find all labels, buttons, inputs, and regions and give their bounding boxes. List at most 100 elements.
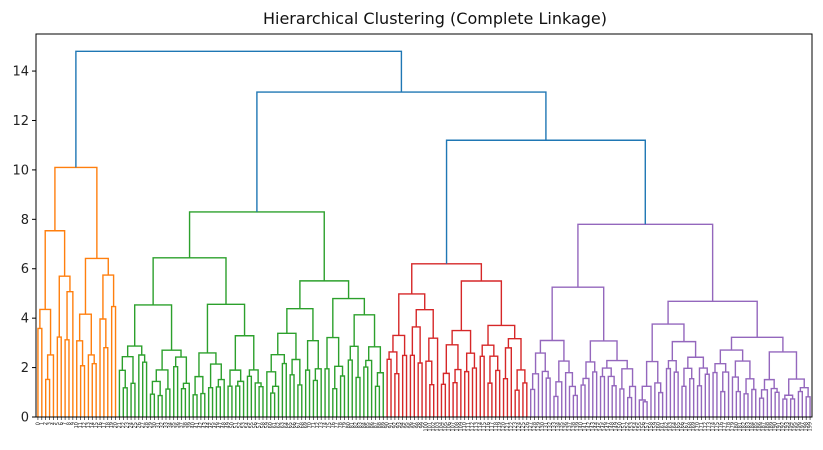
dendrogram-link-103: [452, 382, 458, 417]
dendrogram-link-56: [152, 257, 227, 305]
x-leaf-label: 97: [412, 422, 418, 428]
dendrogram-link-69: [306, 340, 319, 371]
x-leaf-label: 106: [447, 422, 453, 432]
x-leaf-label: 187: [761, 422, 767, 432]
dendrogram-link-164: [704, 373, 710, 417]
x-leaf-label: 116: [486, 422, 492, 432]
x-leaf-label: 175: [714, 422, 720, 432]
dendrogram-link-159: [667, 359, 677, 373]
dendrogram-link-49: [229, 369, 242, 387]
dendrogram-link-194: [667, 300, 758, 338]
x-leaf-label: 13: [86, 422, 92, 428]
x-leaf-label: 180: [734, 422, 740, 432]
x-leaf-label: 44: [206, 422, 212, 428]
dendrogram-link-3: [39, 308, 52, 355]
x-leaf-label: 179: [730, 422, 736, 432]
x-leaf-label: 191: [777, 422, 783, 432]
x-leaf-label: 154: [633, 422, 639, 432]
x-leaf-label: 176: [718, 422, 724, 432]
x-leaf-label: 88: [377, 422, 383, 428]
x-leaf-label: 66: [292, 422, 298, 428]
x-leaf-label: 135: [559, 422, 565, 432]
dendrogram-link-163: [696, 385, 703, 417]
dendrogram-link-77: [355, 376, 361, 417]
dendrogram-link-4: [56, 336, 62, 417]
x-leaf-label: 33: [163, 422, 169, 428]
dendrogram-link-37: [133, 304, 173, 351]
x-leaf-label: 140: [579, 422, 585, 432]
dendrogram-link-120: [507, 337, 522, 370]
dendrogram-link-125: [531, 373, 540, 417]
x-leaf-label: 183: [745, 422, 751, 432]
x-leaf-label: 170: [695, 422, 701, 432]
dendrogram-link-106: [464, 370, 470, 417]
dendrogram-link-13: [78, 313, 92, 355]
x-leaf-label: 196: [796, 422, 802, 432]
dendrogram-link-64: [291, 358, 301, 385]
x-leaf-label: 78: [338, 422, 344, 428]
dendrogram-link-198: [75, 50, 403, 168]
dendrogram-link-87: [188, 211, 325, 281]
dendrogram-link-74: [334, 365, 344, 389]
dendrogram-link-149: [589, 340, 618, 362]
dendrogram-link-109: [451, 329, 472, 354]
x-leaf-label: 51: [233, 422, 239, 428]
dendrogram-link-6: [66, 291, 74, 417]
x-leaf-label: 117: [489, 422, 495, 432]
dendrogram-link-55: [206, 303, 246, 353]
x-leaf-label: 12: [82, 422, 88, 428]
x-leaf-label: 111: [466, 422, 472, 432]
y-tick-label: 8: [21, 213, 29, 228]
dendrogram-link-27: [149, 393, 156, 417]
x-leaf-label: 20: [113, 422, 119, 428]
dendrogram-link-152: [638, 399, 646, 417]
dendrogram-link-178: [734, 360, 751, 379]
dendrogram-link-47: [235, 385, 241, 417]
dendrogram-link-116: [504, 347, 512, 417]
x-leaf-label: 50: [229, 422, 235, 428]
x-leaf-label: 136: [563, 422, 569, 432]
x-leaf-label: 0: [35, 422, 41, 425]
x-leaf-label: 52: [237, 422, 243, 428]
x-leaf-label: 153: [629, 422, 635, 432]
dendrogram-link-102: [442, 372, 450, 417]
x-leaf-label: 75: [326, 422, 332, 428]
dendrogram-link-72: [332, 387, 338, 417]
dendrogram-link-58: [271, 385, 280, 417]
dendrogram-link-14: [103, 346, 109, 417]
dendrogram-link-65: [277, 332, 297, 360]
x-leaf-label: 115: [482, 422, 488, 432]
dendrogram-link-107: [471, 367, 478, 417]
x-leaf-label: 60: [268, 422, 274, 428]
x-leaf-label: 43: [202, 422, 208, 428]
y-tick-label: 12: [12, 114, 29, 129]
x-leaf-label: 104: [439, 422, 445, 432]
x-leaf-label: 131: [544, 422, 550, 432]
x-leaf-label: 194: [788, 422, 794, 432]
x-leaf-label: 17: [101, 422, 107, 428]
x-leaf-label: 132: [548, 422, 554, 432]
dendrogram-link-38: [192, 394, 198, 417]
x-leaf-label: 182: [742, 422, 748, 432]
dendrogram-link-89: [394, 372, 400, 417]
x-leaf-label: 7: [63, 422, 69, 425]
x-leaf-label: 157: [645, 422, 651, 432]
x-leaf-label: 47: [218, 422, 224, 428]
x-leaf-label: 147: [606, 422, 612, 432]
dendrogram-link-92: [392, 334, 406, 356]
dendrogram-link-160: [681, 385, 687, 417]
x-leaf-label: 89: [381, 422, 387, 428]
x-leaf-label: 24: [129, 422, 135, 428]
dendrogram-link-62: [289, 374, 295, 417]
dendrogram-link-184: [763, 378, 775, 390]
dendrogram-link-108: [465, 352, 476, 372]
x-leaf-label: 124: [517, 422, 523, 432]
x-leaf-label: 3: [47, 422, 53, 425]
x-leaf-label: 169: [691, 422, 697, 432]
dendrogram-link-154: [658, 391, 664, 417]
dendrogram-link-122: [460, 280, 503, 331]
dendrogram-link-144: [619, 388, 625, 417]
x-leaf-label: 185: [753, 422, 759, 432]
x-leaf-label: 5: [55, 422, 61, 425]
x-leaf-label: 62: [276, 422, 282, 428]
